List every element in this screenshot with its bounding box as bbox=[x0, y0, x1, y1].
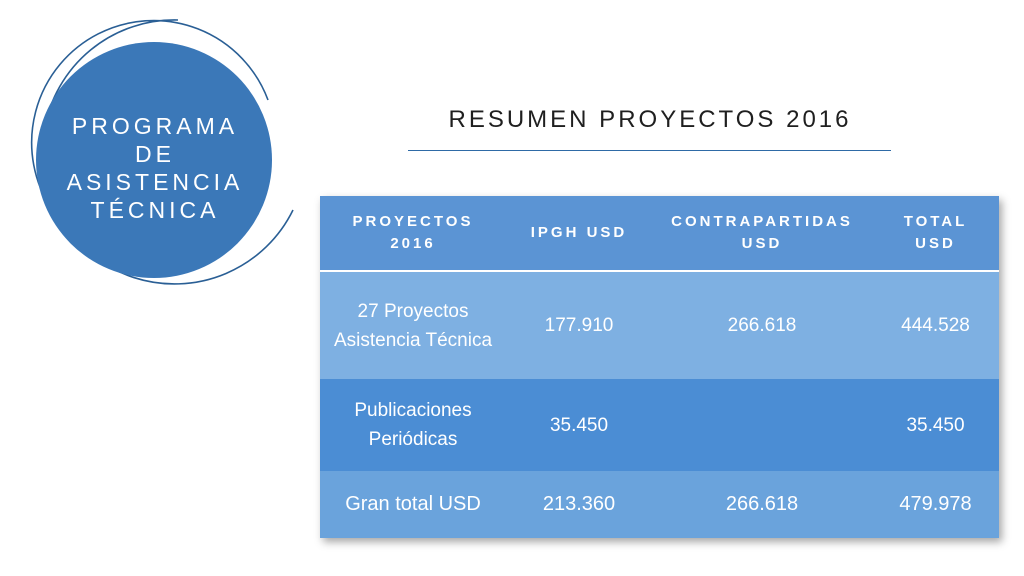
header-text-line: USD bbox=[741, 235, 783, 252]
cell-total: 35.450 bbox=[906, 414, 965, 436]
row-label: Gran total USD bbox=[320, 471, 506, 538]
cell-ipgh: 213.360 bbox=[542, 493, 616, 515]
cell-counterparts: 266.618 bbox=[727, 315, 797, 336]
row-label-line: 27 Proyectos bbox=[357, 300, 469, 322]
row-label-line: Asistencia Técnica bbox=[333, 329, 493, 351]
row-label: 27 Proyectos Asistencia Técnica bbox=[320, 271, 506, 379]
header-text-line: IPGH USD bbox=[530, 224, 628, 241]
header-text-line: 2016 bbox=[390, 235, 436, 252]
row-label-line: Periódicas bbox=[368, 429, 458, 450]
row-label-line: Gran total USD bbox=[345, 493, 481, 515]
row-label-line: Publicaciones bbox=[354, 400, 472, 421]
cell-total: 444.528 bbox=[901, 315, 970, 336]
program-title-line: PROGRAMA bbox=[71, 113, 239, 139]
slide-title: RESUMEN PROYECTOS 2016 bbox=[448, 106, 852, 133]
header-ipgh: IPGH USD bbox=[506, 196, 652, 271]
cell-counterparts: 266.618 bbox=[725, 493, 799, 515]
table-row: Publicaciones Periódicas 35.450 35.450 bbox=[320, 379, 999, 471]
cell-ipgh: 35.450 bbox=[549, 414, 609, 436]
header-counterparts: CONTRAPARTIDAS USD bbox=[652, 196, 872, 271]
program-title: PROGRAMA DE ASISTENCIA TÉCNICA bbox=[38, 112, 272, 224]
cell-ipgh: 177.910 bbox=[544, 315, 614, 336]
summary-table: PROYECTOS 2016 IPGH USD CONTRAPARTIDAS U… bbox=[320, 196, 999, 538]
header-projects: PROYECTOS 2016 bbox=[320, 196, 506, 271]
table-header-row: PROYECTOS 2016 IPGH USD CONTRAPARTIDAS U… bbox=[320, 196, 999, 271]
header-total: TOTAL USD bbox=[872, 196, 999, 271]
header-text-line: PROYECTOS bbox=[352, 213, 474, 230]
header-text-line: USD bbox=[915, 235, 956, 252]
header-text-line: TOTAL bbox=[903, 213, 968, 230]
header-text-line: CONTRAPARTIDAS bbox=[671, 213, 853, 230]
table-row: 27 Proyectos Asistencia Técnica 177.910 … bbox=[320, 271, 999, 379]
inner-ring-arc bbox=[30, 19, 269, 211]
cell-counterparts bbox=[652, 379, 872, 471]
title-circle bbox=[36, 42, 272, 278]
program-title-line: DE bbox=[135, 141, 175, 167]
program-title-line: ASISTENCIA bbox=[66, 169, 244, 195]
table-row-grand-total: Gran total USD 213.360 266.618 479.978 bbox=[320, 471, 999, 538]
summary-table-container: PROYECTOS 2016 IPGH USD CONTRAPARTIDAS U… bbox=[320, 196, 999, 538]
row-label: Publicaciones Periódicas bbox=[320, 379, 506, 471]
title-underline bbox=[408, 150, 891, 151]
program-title-line: TÉCNICA bbox=[90, 197, 220, 223]
cell-total: 479.978 bbox=[899, 493, 972, 515]
